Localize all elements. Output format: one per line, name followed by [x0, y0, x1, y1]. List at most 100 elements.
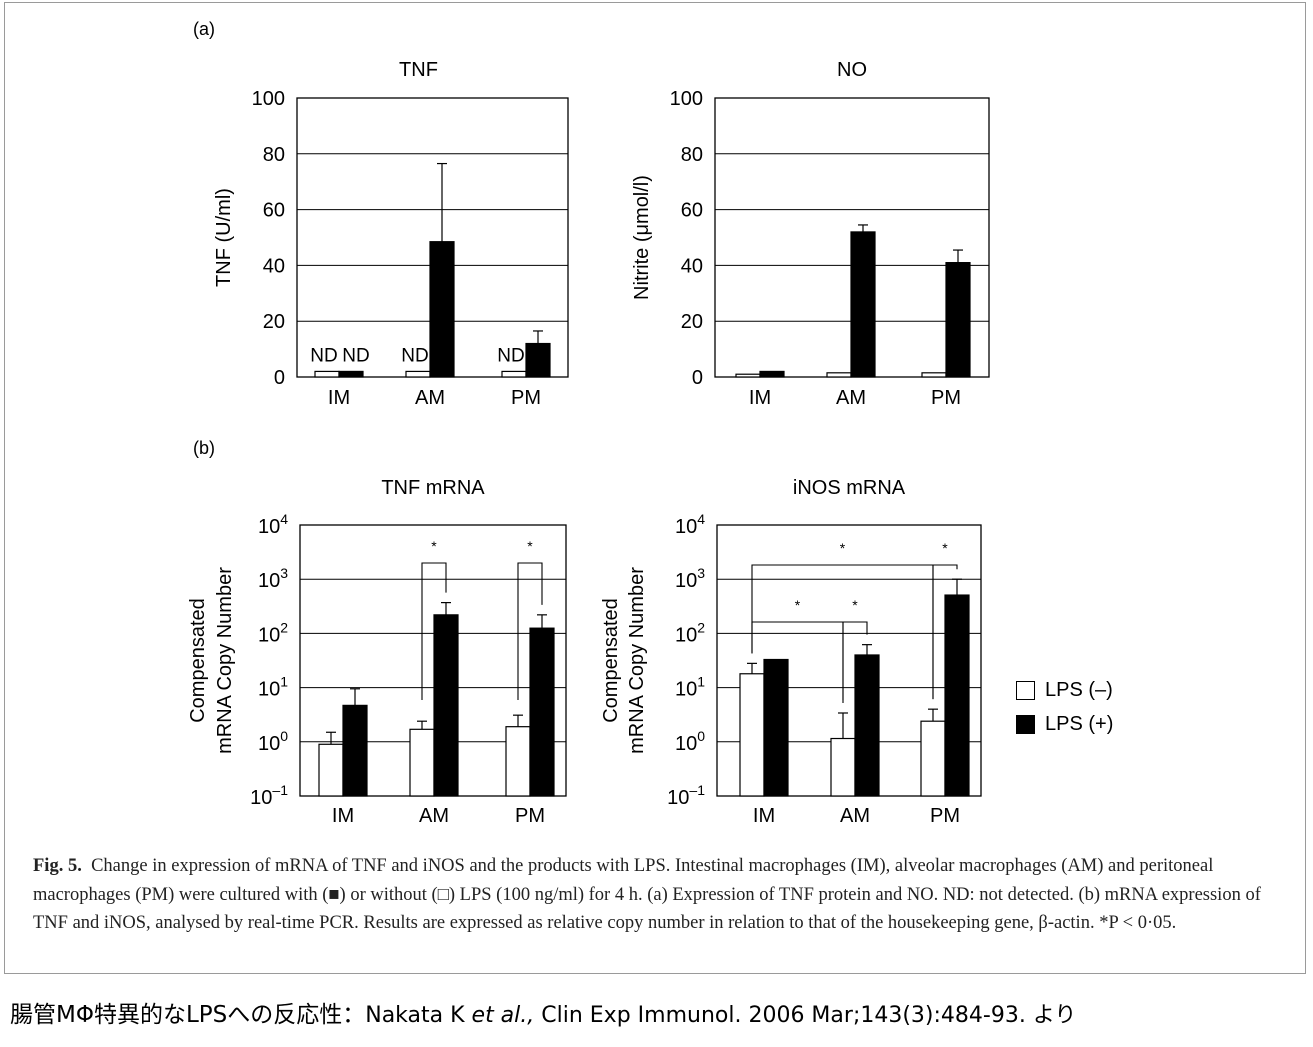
y-tick-label: 60: [263, 200, 285, 222]
nd-annotation: ND: [310, 345, 337, 366]
x-tick-label: PM: [515, 805, 545, 827]
y-tick-label: 0: [274, 367, 285, 389]
significance-mark: *: [795, 597, 801, 613]
significance-bracket: [517, 562, 543, 700]
y-tick-label: 104: [675, 511, 705, 538]
bar: [945, 262, 971, 378]
y-tick-label: 10–1: [667, 782, 705, 809]
significance-mark: *: [527, 538, 533, 554]
figure-frame: [4, 2, 1306, 974]
legend-swatch-white: [1016, 680, 1035, 700]
significance-mark: *: [852, 597, 858, 613]
significance-mark: *: [942, 540, 948, 556]
legend-swatch-black: [1016, 714, 1035, 734]
bar: [342, 704, 368, 797]
chart-title-inos-mrna: iNOS mRNA: [793, 477, 906, 499]
bar: [433, 614, 459, 797]
nd-annotation: ND: [497, 345, 524, 366]
figure-caption: Fig. 5. Change in expression of mRNA of …: [33, 852, 1278, 938]
chart-title-tnf-mrna: TNF mRNA: [381, 477, 485, 499]
x-tick-label: AM: [836, 387, 866, 409]
y-tick-label: 101: [258, 674, 288, 701]
y-tick-label: 101: [675, 674, 705, 701]
y-tick-label: 40: [263, 255, 285, 277]
bar: [429, 241, 455, 378]
footer-journal: Clin Exp Immunol. 2006 Mar;143(3):484-93…: [534, 1003, 1077, 1028]
significance-mark: *: [431, 538, 437, 554]
nd-annotation: ND: [342, 345, 369, 366]
bar: [735, 373, 761, 378]
y-tick-label: 100: [670, 88, 703, 110]
y-tick-label: 100: [252, 88, 285, 110]
y-tick-label: 80: [681, 144, 703, 166]
y-tick-label: 103: [675, 565, 705, 592]
bar: [318, 743, 344, 797]
x-tick-label: PM: [930, 805, 960, 827]
y-tick-label: 103: [258, 565, 288, 592]
bar: [850, 231, 876, 378]
bar: [944, 594, 970, 797]
significance-bracket: [421, 562, 447, 700]
bar: [830, 737, 856, 797]
x-tick-label: AM: [415, 387, 445, 409]
bar: [529, 627, 555, 797]
footer-citation: 腸管MΦ特異的なLPSへの反応性：Nakata K et al., Clin E…: [10, 995, 1076, 1029]
y-tick-label: 40: [681, 255, 703, 277]
y-axis-label: mRNA Copy Number: [214, 567, 236, 754]
x-tick-label: IM: [332, 805, 354, 827]
bar: [405, 370, 431, 378]
x-tick-label: AM: [419, 805, 449, 827]
y-tick-label: 100: [675, 728, 705, 755]
bar: [338, 370, 364, 378]
chart-title-tnf: TNF: [399, 59, 438, 81]
y-axis-label: Compensated: [600, 598, 622, 723]
y-tick-label: 60: [681, 200, 703, 222]
bar: [763, 658, 789, 797]
chart-title-no: NO: [837, 59, 867, 81]
bar: [739, 673, 765, 797]
y-tick-label: 100: [258, 728, 288, 755]
x-tick-label: PM: [931, 387, 961, 409]
nd-annotation: ND: [401, 345, 428, 366]
y-tick-label: 80: [263, 144, 285, 166]
bar: [920, 720, 946, 797]
significance-bracket: [932, 564, 958, 700]
bar: [826, 372, 852, 378]
y-tick-label: 10–1: [250, 782, 288, 809]
significance-bracket: [842, 621, 868, 700]
footer-etal: et al.,: [471, 1003, 535, 1028]
y-tick-label: 104: [258, 511, 288, 538]
y-axis-label: TNF (U/ml): [213, 188, 235, 287]
legend-item-lps-neg: LPS (–): [1016, 673, 1113, 707]
x-tick-label: AM: [840, 805, 870, 827]
bar: [409, 728, 435, 797]
caption-fig-label: Fig. 5.: [33, 856, 82, 876]
bar: [525, 342, 551, 378]
y-axis-label: Compensated: [187, 598, 209, 723]
bar: [854, 654, 880, 797]
footer-separator: ：: [342, 1002, 366, 1028]
y-tick-label: 0: [692, 367, 703, 389]
bar: [501, 370, 527, 378]
bar: [505, 726, 531, 797]
significance-mark: *: [840, 540, 846, 556]
x-tick-label: IM: [753, 805, 775, 827]
y-axis-label: mRNA Copy Number: [626, 567, 648, 754]
y-axis-label: Nitrite (μmol/l): [631, 175, 653, 300]
footer-authors: Nakata K: [365, 1003, 472, 1028]
bar: [921, 372, 947, 378]
bar: [314, 370, 340, 378]
panel-label-b: (b): [193, 438, 215, 458]
y-tick-label: 102: [675, 619, 705, 646]
caption-text: Change in expression of mRNA of TNF and …: [33, 856, 1261, 933]
panel-label-a: (a): [193, 19, 215, 39]
legend-item-lps-pos: LPS (+): [1016, 707, 1113, 741]
x-tick-label: IM: [749, 387, 771, 409]
y-tick-label: 20: [681, 311, 703, 333]
footer-jp-title: 腸管MΦ特異的なLPSへの反応性: [10, 1002, 343, 1028]
y-tick-label: 102: [258, 619, 288, 646]
y-tick-label: 20: [263, 311, 285, 333]
x-tick-label: PM: [511, 387, 541, 409]
x-tick-label: IM: [328, 387, 350, 409]
